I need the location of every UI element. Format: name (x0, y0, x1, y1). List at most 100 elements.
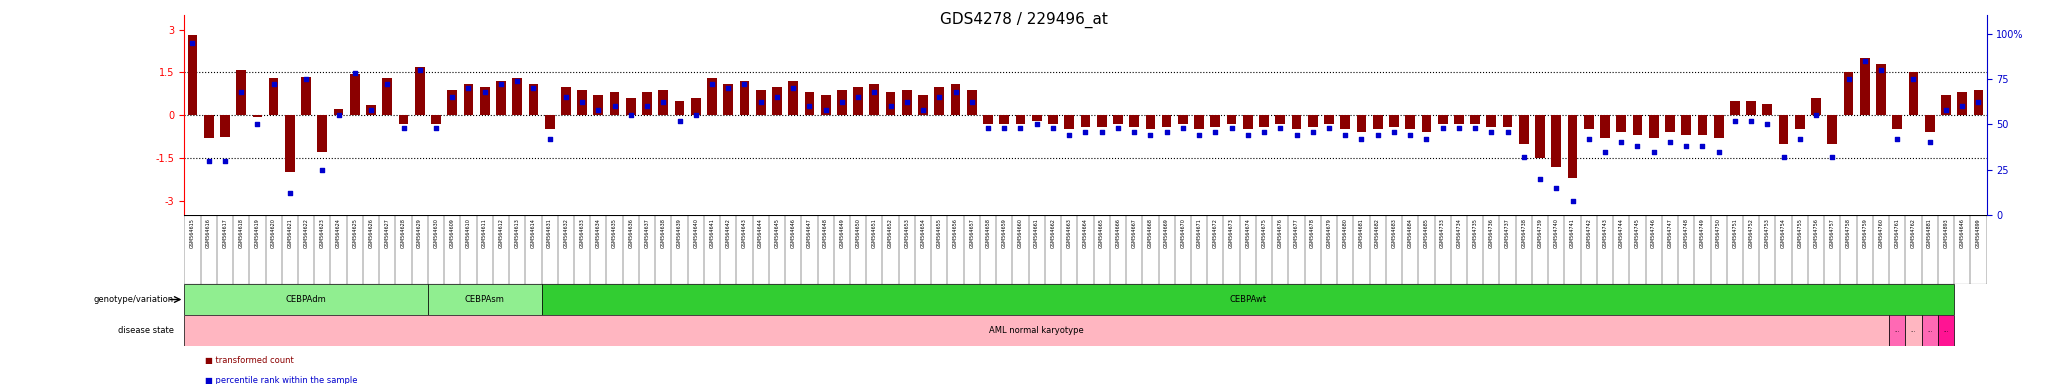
Bar (1763, 104, 1772, 115)
Bar (219, 115, 229, 137)
Bar (1974, 89, 1982, 115)
Bar (1958, 93, 1966, 115)
Point (289, 76, 322, 82)
Text: GSM564743: GSM564743 (1602, 218, 1608, 248)
Point (1425, 125, 1458, 131)
Point (729, 81, 762, 88)
Bar (854, 87, 862, 115)
Bar (1372, 115, 1382, 129)
Point (1182, 132, 1214, 138)
Point (420, 125, 453, 131)
Bar (690, 98, 700, 115)
Point (371, 81, 403, 88)
Bar (1731, 101, 1739, 115)
Text: GSM564665: GSM564665 (1100, 218, 1104, 248)
Point (176, 40, 209, 46)
Point (1135, 132, 1167, 138)
Point (1686, 143, 1718, 149)
Text: GSM564679: GSM564679 (1327, 218, 1331, 248)
Text: GSM564684: GSM564684 (1407, 218, 1413, 248)
Text: GSM564757: GSM564757 (1829, 218, 1835, 248)
Point (1378, 129, 1411, 135)
Point (322, 112, 354, 118)
Bar (1876, 64, 1886, 115)
Bar (1860, 58, 1870, 115)
Bar (1260, 115, 1270, 127)
Point (1800, 112, 1833, 118)
Point (1606, 139, 1638, 146)
Bar (1339, 115, 1350, 129)
Bar (1081, 115, 1090, 127)
Text: GSM564734: GSM564734 (1456, 218, 1462, 248)
Point (1214, 125, 1247, 131)
Text: GSM564622: GSM564622 (303, 218, 309, 248)
Bar (496, 81, 506, 115)
Point (532, 136, 565, 142)
Point (1507, 154, 1540, 160)
Point (469, 89, 502, 95)
Point (274, 190, 307, 196)
Bar (1032, 115, 1042, 121)
Text: GSM564738: GSM564738 (1522, 218, 1526, 248)
Text: GSM564617: GSM564617 (223, 218, 227, 248)
Text: GSM564669: GSM564669 (1163, 218, 1169, 248)
Bar (1145, 115, 1155, 129)
Text: GSM564735: GSM564735 (1473, 218, 1477, 248)
Bar (739, 81, 750, 115)
Point (614, 112, 647, 118)
Point (1589, 149, 1622, 155)
Bar (1210, 115, 1221, 127)
Text: ...: ... (1894, 328, 1901, 333)
Point (338, 70, 371, 76)
Bar (1227, 115, 1237, 124)
Point (1702, 149, 1735, 155)
Bar (1536, 115, 1544, 158)
Text: GSM564671: GSM564671 (1196, 218, 1202, 248)
Text: GSM564754: GSM564754 (1782, 218, 1786, 248)
Bar (541, 284, 1954, 315)
Point (696, 81, 729, 88)
Text: GSM564746: GSM564746 (1651, 218, 1657, 248)
Bar (188, 35, 197, 115)
Bar (999, 115, 1010, 124)
Text: GSM564660: GSM564660 (1018, 218, 1024, 248)
Text: GSM564683: GSM564683 (1391, 218, 1397, 248)
Text: GSM564659: GSM564659 (1001, 218, 1008, 248)
Text: GSM564621: GSM564621 (287, 218, 293, 248)
Bar (1503, 115, 1513, 127)
Text: GSM564652: GSM564652 (889, 218, 893, 248)
Bar (432, 115, 440, 124)
Text: CEBPAsm: CEBPAsm (465, 295, 504, 304)
Text: GSM564672: GSM564672 (1212, 218, 1219, 248)
Point (664, 118, 696, 124)
Text: GSM564656: GSM564656 (952, 218, 958, 248)
Text: GSM564630: GSM564630 (434, 218, 438, 248)
Point (1767, 154, 1800, 160)
Point (956, 99, 989, 106)
Point (1458, 125, 1491, 131)
Bar (285, 115, 295, 172)
Point (403, 67, 436, 73)
Point (1346, 136, 1378, 142)
Point (1573, 136, 1606, 142)
Bar (934, 87, 944, 115)
Bar (1438, 115, 1448, 124)
Text: GSM564745: GSM564745 (1634, 218, 1640, 248)
Bar (1583, 115, 1593, 129)
Text: GSM564650: GSM564650 (856, 218, 860, 248)
Point (1669, 143, 1702, 149)
Point (940, 89, 973, 95)
Text: GSM564648: GSM564648 (823, 218, 827, 248)
Bar (1470, 115, 1481, 124)
Text: ■ percentile rank within the sample: ■ percentile rank within the sample (205, 376, 356, 384)
Text: GSM564744: GSM564744 (1618, 218, 1624, 248)
Point (924, 94, 956, 100)
Text: GSM564639: GSM564639 (678, 218, 682, 248)
Point (1069, 129, 1102, 135)
Text: GSM564646: GSM564646 (791, 218, 797, 248)
Bar (756, 89, 766, 115)
Bar (236, 70, 246, 115)
Bar (918, 95, 928, 115)
Text: GSM564752: GSM564752 (1749, 218, 1753, 248)
Text: CEBPAdm: CEBPAdm (287, 295, 326, 304)
